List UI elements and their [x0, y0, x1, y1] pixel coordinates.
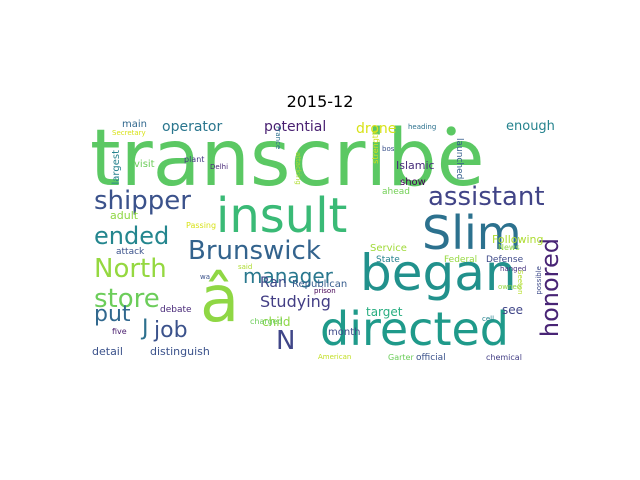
word-shipper: shipper: [94, 186, 191, 216]
word-largest: largest: [111, 150, 122, 185]
word-see: see: [502, 303, 524, 317]
word-ahead: ahead: [382, 187, 410, 197]
word-distinguish: distinguish: [150, 345, 210, 358]
word-directed: directed: [320, 302, 510, 356]
word-prison: prison: [314, 287, 336, 295]
word-five: five: [112, 327, 127, 336]
word-attacking: attacking: [294, 152, 302, 185]
word-charged: charged: [250, 317, 283, 326]
word-owned: owned: [498, 283, 522, 291]
word-slim: Slim: [422, 206, 522, 260]
word-put: put: [94, 302, 131, 327]
word-drone: drone: [356, 121, 397, 137]
word-enough: enough: [506, 119, 555, 134]
word-job: job: [154, 318, 188, 343]
word-ended: ended: [94, 222, 170, 250]
word-hanged: hanged: [500, 265, 527, 273]
chart-title: 2015-12: [286, 92, 354, 111]
word-debate: debate: [160, 305, 192, 315]
word-insult: insult: [216, 188, 348, 244]
word-north: North: [94, 254, 167, 284]
word-possible: possible: [535, 266, 543, 295]
word-detail: detail: [92, 345, 123, 358]
dot-mark: ●: [446, 123, 457, 137]
word-manager: manager: [243, 264, 333, 288]
word-brunswick: Brunswick: [188, 236, 321, 266]
word-month: month: [328, 327, 361, 338]
word-france: France: [274, 126, 282, 150]
word-plant: plant: [184, 155, 205, 164]
word-child: child: [262, 315, 291, 329]
word-news: News: [498, 243, 520, 252]
word-republican: Republican: [292, 279, 348, 290]
word-adult: adult: [110, 209, 139, 222]
word-secretary: Secretary: [112, 129, 146, 137]
word-official: official: [416, 353, 446, 363]
word-attack: attack: [116, 247, 145, 257]
word-show: show: [400, 177, 426, 188]
word-a-circumflex: â: [200, 263, 240, 337]
word-studying: Studying: [260, 292, 331, 311]
word-delhi: Delhi: [210, 163, 229, 171]
word-transcribe: transcribe: [90, 118, 485, 204]
word-operator: operator: [162, 119, 223, 135]
word-service: Service: [370, 243, 407, 254]
word-potential: potential: [264, 119, 327, 135]
word-store: store: [94, 284, 160, 314]
word-said: said: [238, 263, 253, 271]
word-main: main: [122, 119, 147, 130]
word-federal: Federal: [444, 255, 478, 265]
word-target: target: [366, 305, 403, 319]
word-seeton: Seeton: [516, 270, 524, 295]
word-n: N: [276, 326, 296, 356]
word-passing: Passing: [186, 221, 217, 230]
word-cell: cell: [482, 315, 495, 323]
word-visit: visit: [134, 159, 155, 170]
word-launched: launched: [454, 138, 464, 180]
word-ran: Ran: [260, 275, 287, 291]
word-strength: strength: [371, 130, 380, 164]
word-garter: Garter: [388, 353, 414, 362]
word-defense: Defense: [486, 255, 524, 265]
word-state: State: [376, 255, 400, 265]
word-j: J: [142, 316, 149, 341]
word-chemical: chemical: [486, 353, 522, 362]
word-began: began: [360, 244, 517, 302]
word-bos: bos: [382, 145, 395, 153]
word-assistant: assistant: [428, 182, 545, 212]
word-wa: wa: [200, 273, 211, 281]
word-following: Following: [492, 233, 544, 246]
word-islamic: Islamic: [396, 159, 435, 172]
word-cloud: transcribe insult began Slim directed â …: [88, 118, 568, 363]
word-heading: heading: [408, 123, 437, 131]
word-american: American: [318, 353, 352, 361]
